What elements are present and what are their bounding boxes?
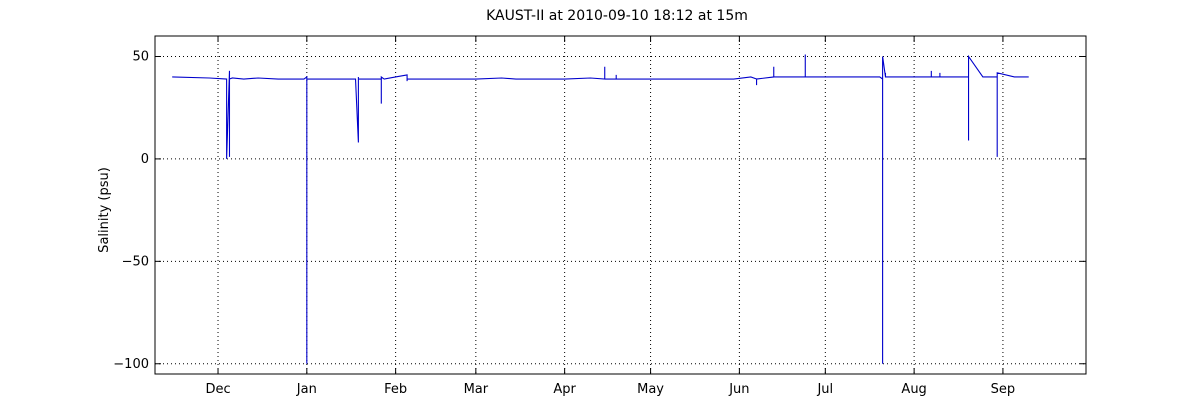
x-tick-label: Aug: [901, 382, 926, 397]
y-axis-label: Salinity (psu): [97, 167, 112, 253]
data-series: [172, 54, 1029, 364]
salinity-series-line: [172, 54, 1029, 364]
x-tick-label: Dec: [205, 382, 230, 397]
x-tick-label: Feb: [384, 382, 407, 397]
axes: 50 0 −50 −100 Dec Jan Feb Mar Apr May Jun Jul Aug Sep: [113, 36, 1086, 397]
y-tick-label: −50: [122, 254, 149, 269]
y-tick-label: −100: [113, 357, 149, 372]
x-tick-label: Jun: [728, 382, 749, 397]
plot-frame: [154, 35, 1087, 375]
x-tick-label: May: [637, 382, 664, 397]
grid-lines: [155, 36, 1086, 374]
x-tick-label: Jul: [816, 382, 833, 397]
y-tick-label: 0: [141, 152, 149, 167]
x-tick-label: Sep: [991, 382, 1016, 397]
x-tick-label: Jan: [296, 382, 317, 397]
chart-title: KAUST-II at 2010-09-10 18:12 at 15m: [486, 8, 748, 24]
x-tick-label: Apr: [553, 382, 576, 397]
x-tick-label: Mar: [464, 382, 489, 397]
y-tick-label: 50: [132, 49, 149, 64]
